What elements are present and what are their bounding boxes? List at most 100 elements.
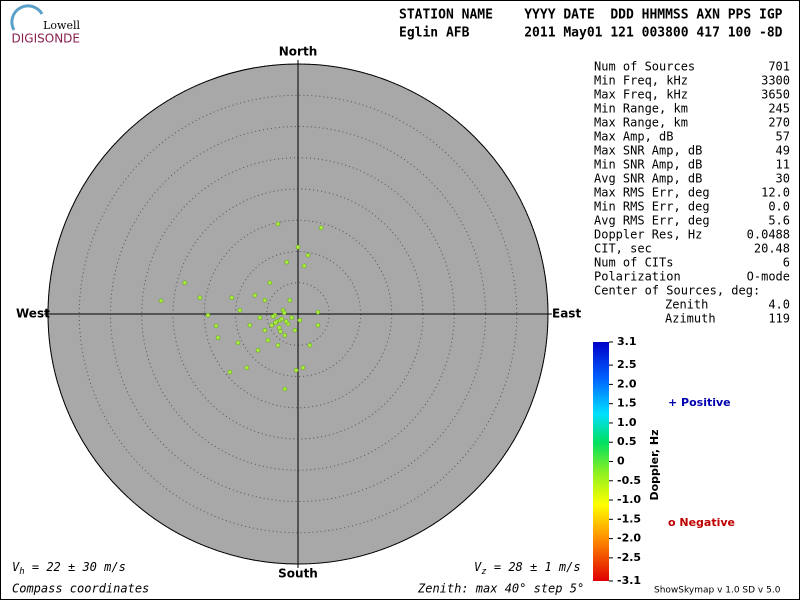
- stat-label: CIT, sec: [594, 242, 652, 256]
- source-point: [273, 320, 278, 326]
- header-line: Eglin AFB 2011 May01 121 003800 417 100 …: [399, 26, 783, 41]
- source-point: [244, 365, 250, 371]
- stat-label: Avg SNR Amp, dB: [594, 172, 702, 186]
- stat-value: 3650: [761, 88, 790, 102]
- source-point: [292, 327, 298, 333]
- colorbar-tick-label: -0.5: [617, 474, 641, 487]
- stat-label: Azimuth: [665, 312, 716, 326]
- source-point: [235, 340, 241, 346]
- logo-name: DIGISONDE: [12, 32, 80, 46]
- legend-positive: + Positive: [668, 396, 731, 409]
- stat-value: 30: [776, 172, 790, 186]
- source-point: [252, 292, 258, 298]
- velocity: Vz = 28 ± 1 m/s: [474, 560, 581, 577]
- source-point: [287, 297, 293, 303]
- stat-label: Min Range, km: [594, 102, 688, 116]
- stat-value: 20.48: [754, 242, 790, 256]
- coords-note: Compass coordinates: [12, 582, 149, 596]
- source-point: [315, 309, 321, 315]
- dir-label: East: [552, 307, 581, 321]
- logo-top: Lowell: [43, 19, 80, 32]
- velocity-symbol: V: [12, 560, 20, 574]
- colorbar-tick-label: -2.5: [617, 551, 641, 564]
- source-point: [307, 342, 313, 348]
- source-point: [247, 322, 253, 328]
- stat-label: Max Range, km: [594, 116, 688, 130]
- dir-label: North: [279, 45, 317, 59]
- stat-value: 0.0488: [747, 228, 790, 242]
- logo-swirl: [10, 4, 44, 31]
- stat-value: 4.0: [768, 298, 790, 312]
- stat-value: 49: [776, 144, 790, 158]
- source-point: [315, 322, 321, 328]
- source-point: [269, 322, 275, 328]
- stat-value: 5.6: [768, 214, 790, 228]
- source-point: [305, 252, 311, 258]
- source-point: [275, 342, 281, 348]
- source-point: [301, 263, 307, 269]
- footer: ShowSkymap v 1.0 SD v 5.0: [654, 586, 781, 596]
- source-point: [262, 297, 268, 303]
- zenith-note: Zenith: max 40° step 5°: [417, 582, 584, 596]
- source-point: [182, 280, 188, 286]
- stat-label: Center of Sources, deg:: [594, 284, 760, 298]
- source-point: [267, 280, 273, 286]
- source-point: [275, 221, 281, 227]
- source-point: [279, 316, 285, 322]
- velocity-value: = 22 ± 30 m/s: [25, 560, 126, 574]
- source-point: [158, 298, 164, 304]
- velocity-subscript: h: [19, 567, 24, 577]
- stat-value: 11: [776, 158, 790, 172]
- source-point: [284, 259, 290, 265]
- source-point: [205, 312, 211, 318]
- stat-label: Max SNR Amp, dB: [594, 144, 702, 158]
- colorbar-tick-label: 3.1: [617, 335, 637, 348]
- colorbar-tick-label: -1.0: [617, 493, 641, 506]
- source-point: [297, 317, 303, 323]
- stat-value: 701: [768, 60, 790, 74]
- stat-value: 57: [776, 130, 790, 144]
- source-point: [215, 335, 221, 341]
- source-point: [318, 225, 324, 231]
- source-point: [255, 347, 261, 353]
- stat-label: Max Freq, kHz: [594, 88, 688, 102]
- stat-label: Num of CITs: [594, 256, 673, 270]
- dir-label: West: [16, 307, 50, 321]
- source-point: [283, 319, 289, 324]
- velocity-subscript: z: [481, 567, 486, 577]
- colorbar-tick-label: 2.0: [617, 377, 637, 390]
- stat-label: Min RMS Err, deg: [594, 200, 710, 214]
- stat-label: Avg RMS Err, deg: [594, 214, 710, 228]
- stat-label: Min SNR Amp, dB: [594, 158, 702, 172]
- colorbar-label: Doppler, Hz: [648, 429, 661, 500]
- source-point: [270, 314, 276, 319]
- colorbar-tick-label: 2.5: [617, 358, 637, 371]
- source-point: [278, 329, 283, 334]
- colorbar-tick-label: -3.1: [617, 574, 641, 587]
- colorbar-tick-label: 1.0: [617, 416, 637, 429]
- stat-label: Num of Sources: [594, 60, 695, 74]
- source-point: [197, 295, 203, 301]
- colorbar: [593, 342, 609, 581]
- source-point: [293, 367, 299, 373]
- stat-label: Max Amp, dB: [594, 130, 673, 144]
- stat-label: Zenith: [665, 298, 708, 312]
- stat-value: 270: [768, 116, 790, 130]
- stat-label: Polarization: [594, 270, 681, 284]
- source-point: [262, 327, 268, 333]
- stat-label: Doppler Res, Hz: [594, 228, 702, 242]
- velocity-symbol: V: [474, 560, 482, 574]
- source-point: [237, 307, 243, 313]
- stat-value: O-mode: [747, 270, 790, 284]
- source-point: [289, 315, 295, 321]
- stat-label: Min Freq, kHz: [594, 74, 688, 88]
- header-line: STATION NAME YYYY DATE DDD HHMMSS AXN PP…: [399, 8, 783, 23]
- colorbar-tick-label: 0.5: [617, 435, 637, 448]
- source-point: [281, 310, 287, 316]
- stat-value: 119: [768, 312, 790, 326]
- source-point: [227, 369, 233, 375]
- source-point: [282, 386, 288, 392]
- dir-label: South: [278, 567, 318, 581]
- source-point: [300, 365, 306, 371]
